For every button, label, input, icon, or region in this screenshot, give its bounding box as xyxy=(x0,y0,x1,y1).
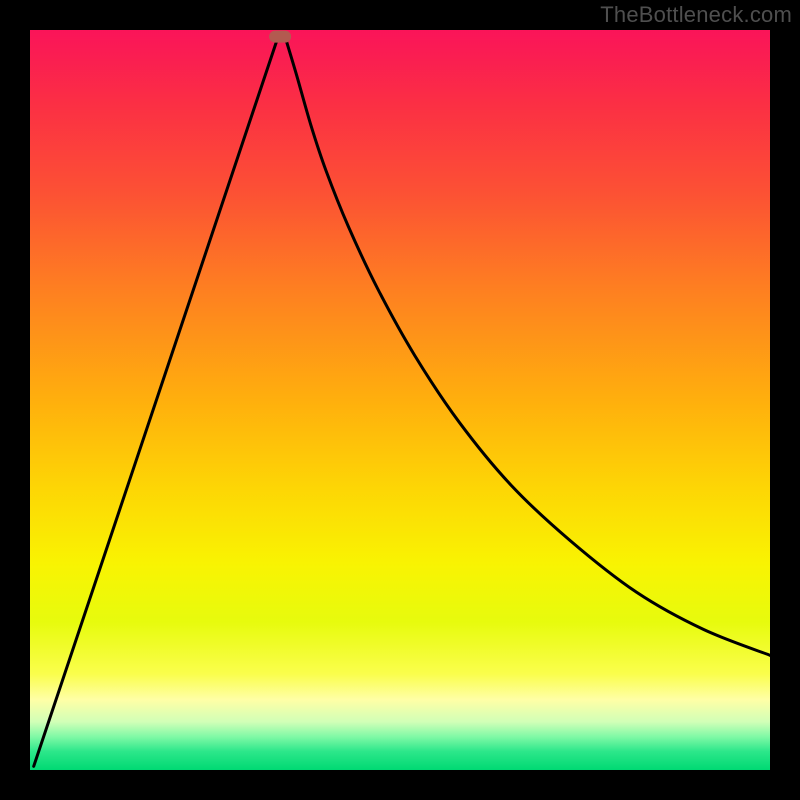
chart-frame: TheBottleneck.com xyxy=(0,0,800,800)
plot-area xyxy=(30,30,770,770)
bottleneck-chart-svg xyxy=(30,30,770,770)
optimal-marker xyxy=(269,31,291,43)
gradient-background xyxy=(30,30,770,770)
watermark-text: TheBottleneck.com xyxy=(600,2,792,28)
